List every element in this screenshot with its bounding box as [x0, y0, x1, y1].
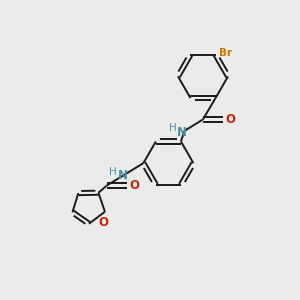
- Text: H: H: [109, 167, 117, 177]
- Text: Br: Br: [219, 48, 232, 58]
- Text: N: N: [177, 126, 187, 139]
- Text: O: O: [98, 216, 109, 230]
- Text: N: N: [118, 169, 128, 182]
- Text: H: H: [169, 123, 176, 134]
- Text: O: O: [226, 113, 236, 126]
- Text: O: O: [130, 179, 140, 192]
